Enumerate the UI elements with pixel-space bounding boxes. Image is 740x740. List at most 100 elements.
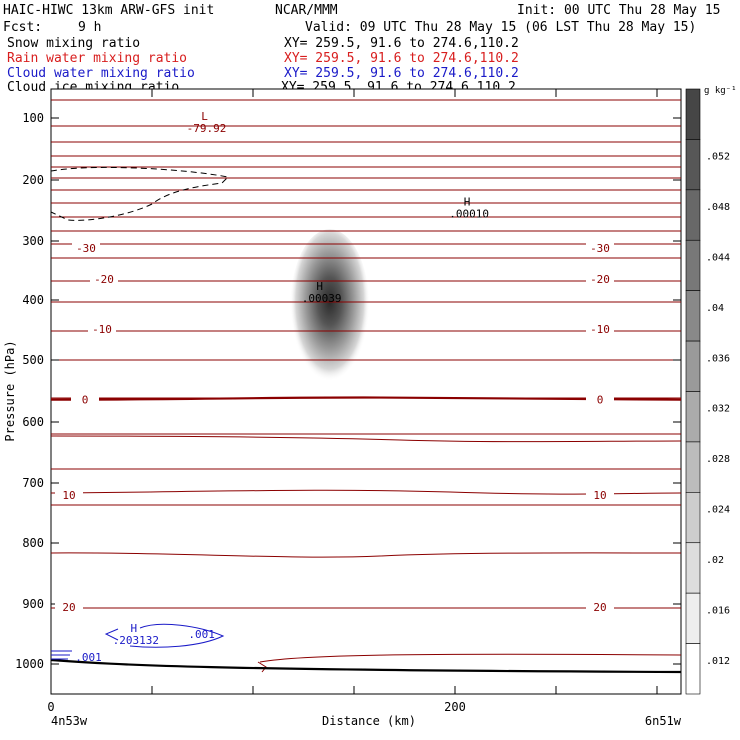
isotherm-line <box>50 125 682 127</box>
isotherm-line <box>50 243 682 245</box>
colorbar-swatch <box>685 643 701 695</box>
colorbar-label: .016 <box>706 605 730 616</box>
colorbar-swatch <box>685 239 701 291</box>
forecast-value: 9 h <box>78 20 102 35</box>
y-tick-label: 200 <box>22 173 44 187</box>
contour-label-background <box>88 321 116 334</box>
colorbar-label: .032 <box>706 404 730 415</box>
y-tick-label: 600 <box>22 415 44 429</box>
colorbar-label: .024 <box>706 505 730 516</box>
colorbar-swatch <box>685 592 701 644</box>
field-xy-rain: XY= 259.5, 91.6 to 274.6,110.2 <box>284 51 519 66</box>
field-xy-cloud-water: XY= 259.5, 91.6 to 274.6,110.2 <box>284 66 519 81</box>
x-tick-label: 200 <box>444 700 466 714</box>
colorbar-swatch <box>685 542 701 594</box>
extremum-value: -79.92 <box>187 122 227 135</box>
isotherm-line <box>50 433 682 435</box>
field-name-snow: Snow mixing ratio <box>7 36 141 51</box>
isotherm-line <box>259 653 682 663</box>
y-tick-label: 1000 <box>15 657 44 671</box>
model-title: HAIC-HIWC 13km ARW-GFS init <box>3 3 215 18</box>
cloud-water-contour <box>104 623 225 648</box>
y-tick-label: 300 <box>22 234 44 248</box>
colorbar-swatch <box>685 189 701 241</box>
colorbar-swatch <box>685 340 701 392</box>
extremum-value: .203132 <box>113 634 159 647</box>
contour-label-background <box>586 241 614 254</box>
colorbar-swatch <box>685 139 701 191</box>
y-tick-label: 500 <box>22 353 44 367</box>
colorbar-swatch <box>685 391 701 443</box>
x-axis-label: Distance (km) <box>322 714 416 728</box>
y-tick-label: 900 <box>22 597 44 611</box>
isotherm-label: 20 <box>62 601 75 614</box>
extremum-value: .00010 <box>449 208 489 221</box>
contour-label-background <box>90 271 118 284</box>
field-name-cloud-water: Cloud water mixing ratio <box>7 66 195 81</box>
contour-label-background <box>586 600 614 612</box>
extremum-marker: L <box>201 110 208 123</box>
extremum-marker: H <box>316 280 323 293</box>
isotherm-label: -10 <box>92 323 112 336</box>
cloud-water-contour <box>51 650 72 660</box>
colorbar-label: .02 <box>706 555 724 566</box>
colorbar-unit: g kg⁻¹ <box>704 86 737 96</box>
y-tick-label: 700 <box>22 476 44 490</box>
contour-label-background <box>55 600 83 612</box>
y-tick-label: 400 <box>22 293 44 307</box>
extremum-marker: H <box>131 622 138 635</box>
contour-label-background <box>72 241 100 254</box>
colorbar-swatch <box>685 88 701 140</box>
isotherm-line <box>50 330 682 332</box>
field-name-rain: Rain water mixing ratio <box>7 51 188 66</box>
isotherm-line <box>50 435 682 443</box>
isotherm-line <box>50 155 682 157</box>
colorbar-label: .028 <box>706 454 730 465</box>
isotherm-line <box>50 468 682 470</box>
forecast-label: Fcst: <box>3 20 43 35</box>
isotherm-line <box>50 301 682 303</box>
y-tick-label: 800 <box>22 536 44 550</box>
valid-time: Valid: 09 UTC Thu 28 May 15 (06 LST Thu … <box>305 20 697 35</box>
isotherm-label: -20 <box>94 273 114 286</box>
endpoint-left-label: 4n53w <box>51 714 88 728</box>
isotherm-line <box>50 359 682 361</box>
isotherm-label: -30 <box>590 242 610 255</box>
isotherm-label: 0 <box>82 394 89 407</box>
center-title: NCAR/MMM <box>275 3 338 18</box>
contour-label-background <box>586 488 614 500</box>
isotherm-line <box>50 489 682 495</box>
colorbar-label: .036 <box>706 353 730 364</box>
endpoint-right-label: 6n51w <box>645 714 682 728</box>
isotherm-line <box>50 99 682 101</box>
contour-label-background <box>586 392 614 405</box>
isotherm-line <box>50 504 682 506</box>
isotherm-line <box>50 141 682 143</box>
isotherm-line <box>50 202 682 204</box>
isotherm-line <box>50 552 682 558</box>
isotherm-label: 0 <box>597 394 604 407</box>
colorbar-swatch <box>685 441 701 493</box>
extremum-value: .00039 <box>302 292 342 305</box>
y-axis-label: Pressure (hPa) <box>3 340 17 441</box>
snow-mixing-ratio-shading <box>289 229 370 390</box>
contour-label-background <box>55 488 83 500</box>
y-tick-label: 100 <box>22 111 44 125</box>
cloud-ice-contour <box>50 166 230 221</box>
x-tick-label: 0 <box>47 700 54 714</box>
isotherm-label: 10 <box>62 489 75 502</box>
isotherm-line <box>50 216 682 218</box>
colorbar-swatch <box>685 290 701 342</box>
isotherm-label: -10 <box>590 323 610 336</box>
contour-label-background <box>71 392 99 405</box>
isotherm-line <box>50 189 682 191</box>
colorbar-label: .052 <box>706 152 730 163</box>
isotherm-label: -20 <box>590 273 610 286</box>
isotherm-label: 20 <box>593 601 606 614</box>
colorbar-label: .048 <box>706 202 730 213</box>
field-xy-snow: XY= 259.5, 91.6 to 274.6,110.2 <box>284 36 519 51</box>
init-time: Init: 00 UTC Thu 28 May 15 <box>517 3 721 18</box>
isotherm-line <box>50 177 682 179</box>
isotherm-label: 10 <box>593 489 606 502</box>
